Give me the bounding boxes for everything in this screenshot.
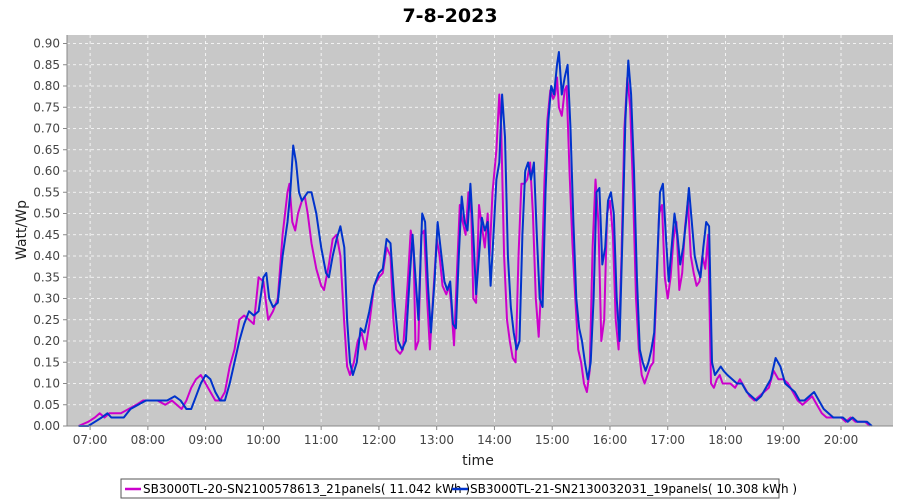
y-tick-label: 0.15 (33, 355, 60, 369)
y-tick-label: 0.50 (33, 207, 60, 221)
y-tick-label: 0.70 (33, 122, 60, 136)
y-tick-label: 0.25 (33, 313, 60, 327)
x-tick-label: 14:00 (477, 433, 512, 447)
y-tick-label: 0.05 (33, 398, 60, 412)
x-tick-label: 19:00 (766, 433, 801, 447)
y-tick-label: 0.45 (33, 228, 60, 242)
legend: SB3000TL-20-SN2100578613_21panels( 11.04… (120, 478, 797, 499)
y-tick-label: 0.10 (33, 377, 60, 391)
x-tick-label: 10:00 (246, 433, 281, 447)
series-layer (78, 51, 873, 427)
legend-label-1: SB3000TL-21-SN2130032031_19panels( 10.30… (470, 482, 797, 496)
legend-box (120, 478, 780, 499)
y-tick-label: 0.00 (33, 419, 60, 433)
grid-lines (67, 35, 893, 427)
x-tick-label: 20:00 (824, 433, 859, 447)
y-tick-label: 0.80 (33, 79, 60, 93)
x-tick-label: 16:00 (593, 433, 628, 447)
x-tick-label: 09:00 (188, 433, 223, 447)
y-axis-label: Watt/Wp (14, 200, 30, 260)
y-tick-label: 0.30 (33, 292, 60, 306)
x-tick-label: 17:00 (650, 433, 685, 447)
x-tick-label: 08:00 (131, 433, 166, 447)
y-tick-label: 0.75 (33, 100, 60, 114)
y-tick-label: 0.90 (33, 37, 60, 51)
y-tick-label: 0.35 (33, 270, 60, 284)
x-tick-label: 13:00 (419, 433, 454, 447)
x-tick-label: 07:00 (73, 433, 108, 447)
x-axis-label: time (462, 453, 494, 469)
y-tick-label: 0.60 (33, 164, 60, 178)
y-axis-ticks: 0.00 0.05 0.10 0.15 0.20 0.25 0.30 0.35 0.40 0.45… (33, 37, 67, 433)
y-tick-label: 0.85 (33, 58, 60, 72)
y-tick-label: 0.65 (33, 143, 60, 157)
x-tick-label: 11:00 (304, 433, 339, 447)
chart-title: 7-8-2023 (402, 5, 497, 27)
y-tick-label: 0.55 (33, 185, 60, 199)
x-tick-label: 12:00 (362, 433, 397, 447)
x-tick-label: 18:00 (708, 433, 743, 447)
x-tick-label: 15:00 (535, 433, 570, 447)
y-tick-label: 0.40 (33, 249, 60, 263)
y-tick-label: 0.20 (33, 334, 60, 348)
legend-label-0: SB3000TL-20-SN2100578613_21panels( 11.04… (143, 482, 470, 496)
x-axis-ticks: 07:00 08:00 09:00 10:00 11:00 12:00 13:00 14:00… (73, 426, 859, 447)
series-line-1 (78, 51, 873, 427)
